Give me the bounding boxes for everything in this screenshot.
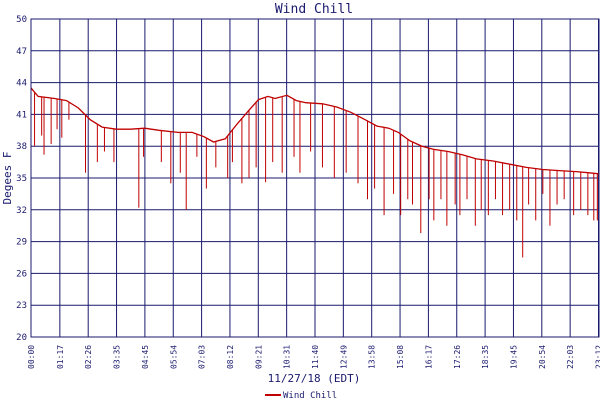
y-tick-label: 35: [16, 174, 27, 184]
legend: Wind Chill: [265, 391, 337, 400]
y-tick-label: 23: [16, 301, 27, 311]
x-tick-label: 10:31: [283, 345, 292, 369]
plot-frame: [30, 18, 600, 338]
x-tick-label: 20:54: [538, 345, 547, 369]
x-tick-label: 19:45: [509, 345, 518, 369]
x-tick-label: 00:00: [27, 345, 36, 369]
series-wind-chill: [30, 87, 600, 258]
x-tick-label: 22:03: [566, 345, 575, 369]
x-tick-label: 02:26: [84, 345, 93, 369]
y-tick-label: 20: [16, 333, 27, 343]
x-tick-label: 18:35: [481, 345, 490, 369]
x-tick-label: 09:21: [254, 345, 263, 369]
y-tick-label: 38: [16, 142, 27, 152]
x-tick-label: 11:40: [311, 345, 320, 369]
y-tick-label: 26: [16, 269, 27, 279]
x-tick-label: 15:08: [396, 345, 405, 369]
x-tick-label: 01:17: [56, 345, 65, 369]
x-tick-label: 12:49: [339, 345, 348, 369]
x-tick-label: 16:17: [424, 345, 433, 369]
y-tick-label: 50: [16, 15, 27, 25]
x-tick-label: 08:12: [226, 345, 235, 369]
x-tick-label: 07:03: [198, 345, 207, 369]
y-tick-label: 32: [16, 206, 27, 216]
y-tick-label: 29: [16, 238, 27, 248]
y-axis-label: Degees F: [1, 152, 14, 205]
x-tick-label: 13:58: [368, 345, 377, 369]
legend-label: Wind Chill: [283, 391, 337, 400]
chart-title: Wind Chill: [275, 2, 353, 17]
x-tick-labels: 00:00 01:17 02:26 03:35 04:45 05:54 07:03 08:12…: [27, 345, 600, 369]
x-axis-label: 11/27/18 (EDT): [268, 372, 361, 385]
x-tick-label: 17:26: [453, 345, 462, 369]
y-tick-labels: 20 23 26 29 32 35 38 41 44 47 50: [16, 15, 27, 343]
x-tick-label: 03:35: [113, 345, 122, 369]
y-tick-label: 47: [16, 47, 27, 57]
grid: [31, 18, 599, 338]
y-tick-label: 41: [16, 110, 27, 120]
y-tick-label: 44: [16, 79, 27, 89]
x-tick-label: 04:45: [141, 345, 150, 369]
x-tick-label: 05:54: [169, 345, 178, 369]
x-tick-label: 23:12: [595, 345, 600, 369]
series-line: [30, 87, 600, 175]
